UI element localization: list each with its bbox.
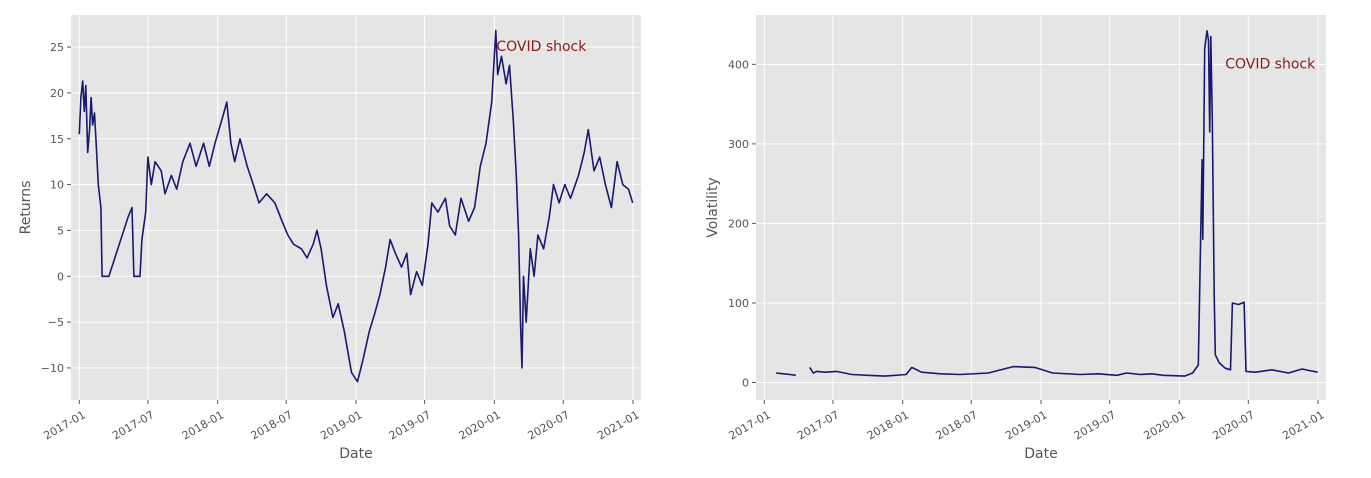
x-tick-label: 2020-07: [525, 408, 571, 442]
x-axis-label: Date: [339, 446, 372, 462]
y-tick-label: 300: [728, 138, 749, 151]
y-tick-label: 200: [728, 217, 749, 230]
y-tick-label: 400: [728, 58, 749, 71]
x-tick-label: 2017-01: [727, 408, 773, 442]
x-tick-label: 2019-07: [387, 408, 433, 442]
volatility-chart: 2017-01 2017-07 2018-01 2018-07 2019-01 2019-…: [705, 15, 1327, 462]
x-tick-label: 2018-01: [180, 408, 226, 442]
x-tick-label: 2017-01: [42, 408, 88, 442]
y-axis-label: Volatility: [705, 177, 721, 237]
y-tick-label: 0: [57, 270, 64, 283]
returns-series-line: [78, 29, 634, 383]
x-tick-label: 2017-07: [110, 408, 156, 442]
y-tick-label: 25: [50, 41, 64, 54]
y-tick-label: 5: [57, 224, 64, 237]
y-tick-label: −10: [41, 362, 64, 375]
x-tick-label: 2018-07: [933, 408, 979, 442]
volatility-series-line: [809, 30, 1318, 377]
volatility-series-line: [776, 372, 796, 377]
x-tick-label: 2020-01: [1142, 408, 1188, 442]
y-tick-label: 0: [742, 377, 749, 390]
covid-shock-annotation: COVID shock: [1225, 56, 1316, 72]
returns-chart: 2017-01 2017-07 2018-01 2018-07 2019-01 2019-…: [18, 15, 642, 462]
x-tick-label: 2020-01: [457, 408, 503, 442]
x-tick-label: 2019-01: [1003, 408, 1049, 442]
x-tick-label: 2017-07: [795, 408, 841, 442]
x-tick-label: 2019-07: [1072, 408, 1118, 442]
y-axis-label: Returns: [18, 181, 34, 235]
x-tick-label: 2020-07: [1210, 408, 1256, 442]
y-tick-label: 10: [50, 179, 64, 192]
y-tick-label: 100: [728, 297, 749, 310]
x-tick-label: 2019-01: [318, 408, 364, 442]
x-tick-label: 2021-01: [595, 408, 641, 442]
y-tick-label: −5: [48, 316, 64, 329]
y-tick-label: 15: [50, 133, 64, 146]
x-tick-label: 2021-01: [1280, 408, 1326, 442]
x-axis-label: Date: [1024, 446, 1057, 462]
x-tick-label: 2018-01: [865, 408, 911, 442]
covid-shock-annotation: COVID shock: [496, 39, 587, 55]
x-tick-label: 2018-07: [248, 408, 294, 442]
y-tick-label: 20: [50, 87, 64, 100]
